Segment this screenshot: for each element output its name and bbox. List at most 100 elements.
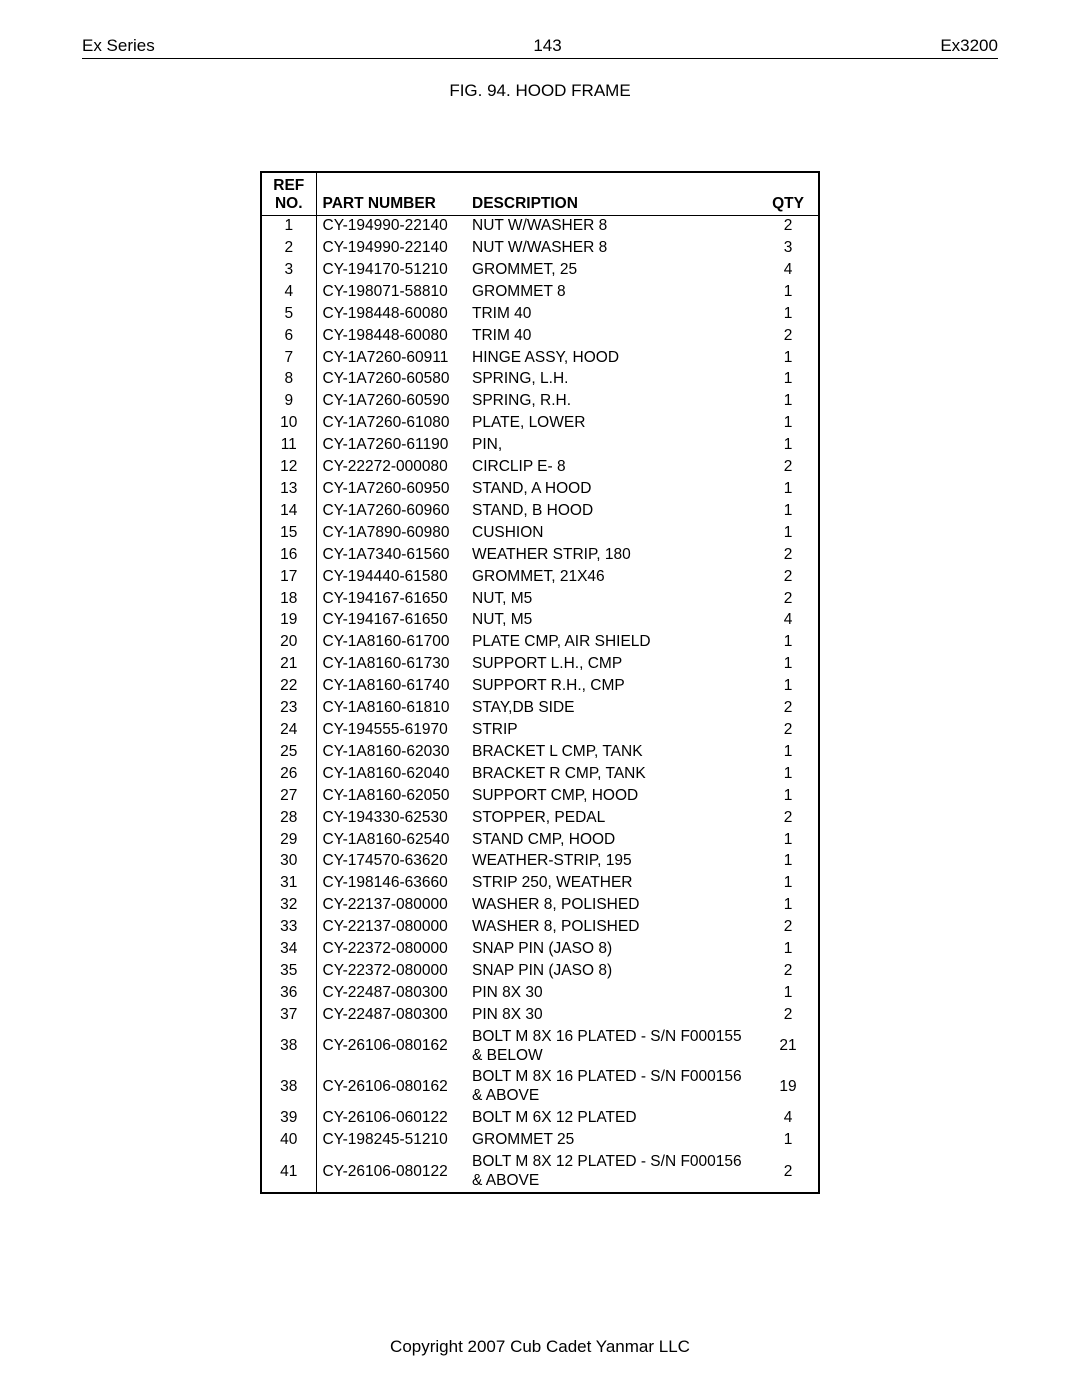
table-row: 18CY-194167-61650NUT, M52 (262, 588, 818, 610)
table-header-row: REF NO. PART NUMBER DESCRIPTION QTY (262, 173, 818, 215)
table-row: 6CY-198448-60080TRIM 402 (262, 325, 818, 347)
cell-qty: 1 (758, 369, 818, 391)
cell-description: GROMMET, 25 (466, 259, 758, 281)
cell-description: NUT W/WASHER 8 (466, 215, 758, 237)
cell-ref: 38 (262, 1026, 316, 1067)
table-row: 39CY-26106-060122BOLT M 6X 12 PLATED4 (262, 1108, 818, 1130)
cell-description: STAND, B HOOD (466, 500, 758, 522)
cell-description: SNAP PIN (JASO 8) (466, 960, 758, 982)
cell-qty: 2 (758, 544, 818, 566)
cell-qty: 4 (758, 610, 818, 632)
table-row: 13CY-1A7260-60950STAND, A HOOD1 (262, 479, 818, 501)
cell-ref: 40 (262, 1130, 316, 1152)
cell-qty: 2 (758, 960, 818, 982)
cell-ref: 16 (262, 544, 316, 566)
cell-ref: 37 (262, 1004, 316, 1026)
cell-ref: 11 (262, 435, 316, 457)
cell-description: NUT, M5 (466, 610, 758, 632)
cell-description: WEATHER STRIP, 180 (466, 544, 758, 566)
cell-part-number: CY-1A7260-61190 (316, 435, 466, 457)
cell-description: SUPPORT L.H., CMP (466, 654, 758, 676)
table-row: 22CY-1A8160-61740SUPPORT R.H., CMP1 (262, 676, 818, 698)
cell-ref: 41 (262, 1152, 316, 1193)
cell-qty: 1 (758, 763, 818, 785)
cell-part-number: CY-1A8160-62030 (316, 741, 466, 763)
table-row: 1CY-194990-22140NUT W/WASHER 82 (262, 215, 818, 237)
table-row: 2CY-194990-22140NUT W/WASHER 83 (262, 238, 818, 260)
cell-ref: 17 (262, 566, 316, 588)
cell-part-number: CY-1A7260-60590 (316, 391, 466, 413)
cell-part-number: CY-198146-63660 (316, 873, 466, 895)
cell-qty: 2 (758, 215, 818, 237)
cell-qty: 1 (758, 741, 818, 763)
cell-description: WASHER 8, POLISHED (466, 917, 758, 939)
table-row: 12CY-22272-000080CIRCLIP E- 82 (262, 457, 818, 479)
cell-part-number: CY-26106-080162 (316, 1026, 466, 1067)
cell-description: PIN, (466, 435, 758, 457)
cell-description: BRACKET L CMP, TANK (466, 741, 758, 763)
cell-ref: 25 (262, 741, 316, 763)
table-row: 28CY-194330-62530STOPPER, PEDAL2 (262, 807, 818, 829)
figure-title: FIG. 94. HOOD FRAME (82, 81, 998, 101)
header-left: Ex Series (82, 36, 155, 56)
cell-qty: 1 (758, 982, 818, 1004)
cell-qty: 1 (758, 939, 818, 961)
cell-part-number: CY-194990-22140 (316, 215, 466, 237)
cell-qty: 2 (758, 1152, 818, 1193)
cell-ref: 1 (262, 215, 316, 237)
cell-ref: 3 (262, 259, 316, 281)
table-row: 26CY-1A8160-62040BRACKET R CMP, TANK1 (262, 763, 818, 785)
cell-qty: 2 (758, 698, 818, 720)
cell-part-number: CY-1A7260-60950 (316, 479, 466, 501)
cell-qty: 2 (758, 566, 818, 588)
cell-description: SPRING, L.H. (466, 369, 758, 391)
cell-description: HINGE ASSY, HOOD (466, 347, 758, 369)
cell-description: SUPPORT R.H., CMP (466, 676, 758, 698)
table-row: 11CY-1A7260-61190PIN,1 (262, 435, 818, 457)
table-row: 8CY-1A7260-60580SPRING, L.H.1 (262, 369, 818, 391)
cell-qty: 2 (758, 457, 818, 479)
cell-ref: 19 (262, 610, 316, 632)
cell-ref: 6 (262, 325, 316, 347)
cell-part-number: CY-194167-61650 (316, 610, 466, 632)
cell-ref: 7 (262, 347, 316, 369)
cell-qty: 2 (758, 588, 818, 610)
cell-part-number: CY-26106-080162 (316, 1067, 466, 1108)
cell-part-number: CY-22137-080000 (316, 895, 466, 917)
cell-qty: 1 (758, 829, 818, 851)
cell-ref: 34 (262, 939, 316, 961)
cell-part-number: CY-174570-63620 (316, 851, 466, 873)
cell-ref: 8 (262, 369, 316, 391)
table-row: 24CY-194555-61970STRIP2 (262, 719, 818, 741)
cell-description: TRIM 40 (466, 325, 758, 347)
cell-ref: 15 (262, 522, 316, 544)
cell-description: PLATE CMP, AIR SHIELD (466, 632, 758, 654)
table-row: 17CY-194440-61580GROMMET, 21X462 (262, 566, 818, 588)
cell-part-number: CY-1A8160-61810 (316, 698, 466, 720)
cell-part-number: CY-194167-61650 (316, 588, 466, 610)
cell-description: SUPPORT CMP, HOOD (466, 785, 758, 807)
cell-qty: 2 (758, 325, 818, 347)
cell-ref: 24 (262, 719, 316, 741)
cell-ref: 21 (262, 654, 316, 676)
cell-part-number: CY-1A8160-61730 (316, 654, 466, 676)
cell-description: STAND, A HOOD (466, 479, 758, 501)
parts-table-wrap: REF NO. PART NUMBER DESCRIPTION QTY 1CY-… (260, 171, 820, 1194)
col-header-ref-line2: NO. (275, 195, 303, 212)
cell-ref: 5 (262, 303, 316, 325)
cell-ref: 22 (262, 676, 316, 698)
table-row: 29CY-1A8160-62540STAND CMP, HOOD1 (262, 829, 818, 851)
cell-qty: 1 (758, 851, 818, 873)
cell-part-number: CY-1A7260-60580 (316, 369, 466, 391)
cell-part-number: CY-194330-62530 (316, 807, 466, 829)
cell-ref: 12 (262, 457, 316, 479)
cell-description: GROMMET, 21X46 (466, 566, 758, 588)
cell-qty: 1 (758, 281, 818, 303)
table-row: 41CY-26106-080122BOLT M 8X 12 PLATED - S… (262, 1152, 818, 1193)
cell-part-number: CY-1A8160-61740 (316, 676, 466, 698)
table-row: 35CY-22372-080000SNAP PIN (JASO 8)2 (262, 960, 818, 982)
cell-qty: 2 (758, 1004, 818, 1026)
cell-description: WEATHER-STRIP, 195 (466, 851, 758, 873)
cell-description: STRIP 250, WEATHER (466, 873, 758, 895)
cell-qty: 1 (758, 413, 818, 435)
